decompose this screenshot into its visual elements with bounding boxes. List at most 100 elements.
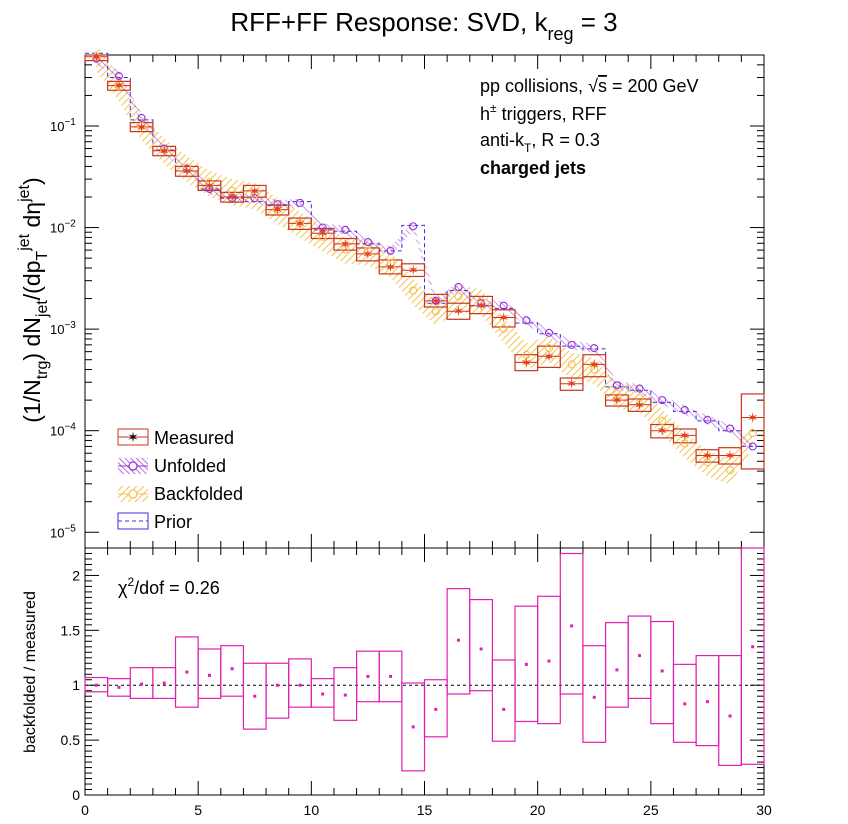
measured-point: ✶ [204, 177, 216, 193]
measured-point: ✶ [702, 447, 714, 463]
ratio-point [411, 725, 415, 729]
prior-series [85, 52, 764, 447]
unfolded-point [522, 316, 531, 325]
measured-point: ✶ [362, 246, 374, 262]
unfolded-point [431, 296, 440, 305]
ratio-point [456, 638, 460, 642]
ratio-box [469, 598, 493, 692]
measured-point: ✶ [90, 49, 102, 65]
ratio-point [751, 645, 755, 649]
ratio-box [220, 645, 245, 697]
unfolded-point [748, 442, 757, 451]
ratio-box [559, 552, 584, 695]
x-tick-label: 5 [194, 802, 202, 818]
top-axis-ticks: 10−1 10−2 10−3 10−4 10−5 [50, 54, 765, 548]
unfolded-band [96, 54, 753, 452]
y-tick-label: 10−5 [50, 523, 76, 540]
ratio-y-tick-label: 0.5 [61, 732, 81, 748]
ratio-box [288, 658, 312, 708]
backfolded-point [522, 350, 531, 359]
unfolded-point [680, 405, 689, 415]
backfolded-point [658, 416, 667, 425]
measured-box [672, 428, 697, 444]
measured-point: ✶ [543, 348, 555, 364]
backfolded-point [431, 307, 440, 316]
backfolded-point [295, 219, 305, 228]
measured-point: ✶ [634, 397, 646, 413]
unfolded-point [635, 384, 644, 393]
backfolded-point [182, 163, 191, 172]
ratio-point [615, 668, 619, 672]
backfolded-point [635, 393, 644, 403]
ratio-box [491, 659, 516, 742]
top-markers: ✶ ✶ ✶ ✶ ✶ ✶ ✶ ✶ ✶ ✶ ✶ ✶ ✶ ✶ ✶ ✶ ✶ ✶ ✶ ✶ ✶ ✶ ✶ ✶ ✶ ✶ ✶ ✶ ✶ ✶ [90, 49, 759, 475]
ratio-point [321, 692, 325, 696]
y-tick-label: 10−4 [50, 422, 76, 439]
unfolded-point [658, 396, 667, 405]
ratio-box [197, 648, 222, 699]
backfolded-point [409, 286, 418, 295]
unfolded-point [725, 424, 735, 433]
ratio-point [343, 693, 347, 697]
ratio-point [162, 681, 166, 685]
measured-point: ✶ [226, 189, 238, 205]
ratio-point [705, 700, 709, 704]
measured-point: ✶ [566, 376, 578, 392]
ratio-point [547, 659, 551, 663]
measured-point: ✶ [249, 183, 261, 199]
ratio-point [275, 683, 279, 687]
x-tick-label: 0 [81, 802, 89, 818]
measured-point: ✶ [588, 356, 600, 372]
ratio-point [728, 714, 732, 718]
top-y-axis-label: (1/Ntrg) dNjet/(dpTjet dηjet) [16, 177, 51, 422]
ratio-point [389, 674, 393, 678]
ratio-point [502, 707, 506, 711]
backfolded-band [96, 45, 753, 485]
measured-box [469, 295, 493, 315]
ratio-box [265, 662, 290, 719]
measured-point: ✶ [385, 259, 397, 275]
measured-point: ✶ [430, 293, 442, 309]
ratio-point [185, 670, 189, 674]
legend-prior-label: Prior [154, 512, 192, 532]
unfolded-point [409, 222, 418, 231]
measured-point: ✶ [747, 409, 759, 425]
ratio-box [650, 620, 675, 725]
ratio-series [84, 547, 765, 772]
measured-point: ✶ [339, 236, 351, 252]
y-tick-label: 10−2 [50, 219, 76, 236]
unfolded-point [477, 299, 486, 308]
measured-point: ✶ [407, 262, 419, 278]
unfolded-point [273, 200, 282, 209]
unfolded-point [363, 238, 372, 247]
bottom-y-axis-label: backfolded / measured [22, 591, 39, 753]
ratio-point [94, 683, 98, 687]
measured-point: ✶ [679, 427, 691, 443]
backfolded-point [341, 245, 350, 254]
title-subscript: reg [548, 24, 574, 44]
backfolded-point [680, 439, 689, 448]
backfolded-point [363, 246, 372, 255]
backfolded-point [612, 389, 621, 399]
ratio-point [570, 624, 574, 628]
ratio-box [627, 615, 652, 699]
measured-point: ✶ [317, 225, 329, 241]
x-tick-label: 30 [756, 802, 772, 818]
ratio-y-tick-label: 2 [72, 567, 80, 583]
unfolded-point [567, 340, 576, 349]
ratio-y-tick-label: 1.5 [61, 622, 81, 638]
backfolded-point [114, 82, 123, 91]
ratio-box [423, 679, 448, 738]
backfolded-point [748, 428, 757, 438]
measured-point: ✶ [656, 423, 668, 439]
backfolded-point [92, 52, 101, 61]
ratio-point [253, 694, 257, 698]
ratio-point [524, 662, 528, 666]
measured-point: ✶ [294, 215, 306, 231]
backfolded-point [703, 458, 712, 467]
legend-entry-measured: ✶ Measured [117, 428, 234, 448]
measured-point: ✶ [498, 310, 510, 326]
backfolded-point [567, 360, 576, 369]
backfolded-point [205, 178, 214, 187]
